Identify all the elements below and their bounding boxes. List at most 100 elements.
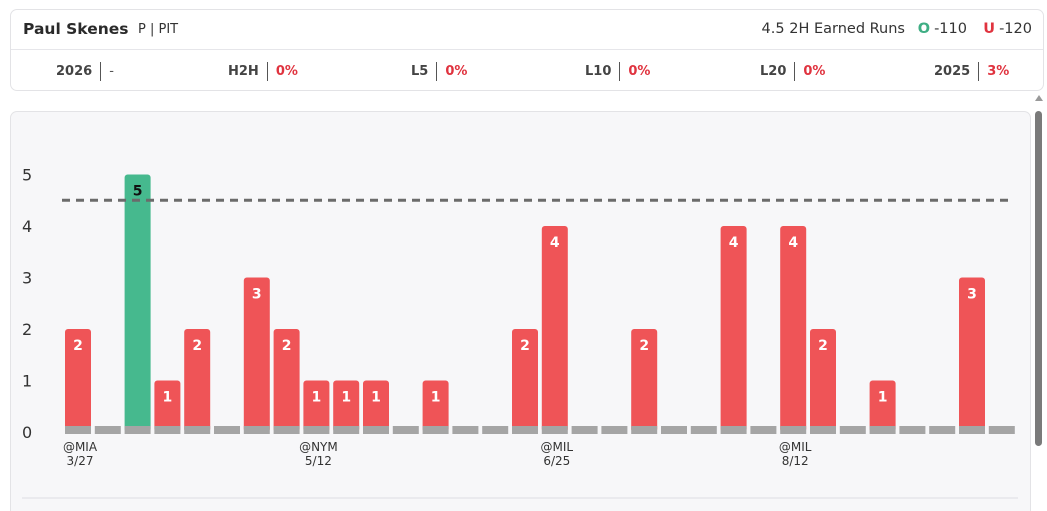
over-odds-button[interactable]: O -110 xyxy=(918,21,967,37)
bar xyxy=(333,380,360,432)
bar xyxy=(631,329,658,432)
bar-baseline xyxy=(154,426,181,434)
stat-l10[interactable]: L10 0% xyxy=(585,62,650,81)
bar-value-label: 2 xyxy=(73,338,83,354)
bar xyxy=(541,226,568,432)
player-position-team: P | PIT xyxy=(138,22,179,37)
bar-baseline xyxy=(959,426,985,434)
player-name[interactable]: Paul Skenes xyxy=(23,20,129,38)
stat-label: 2025 xyxy=(934,64,971,79)
stat-2026[interactable]: 2026 - xyxy=(56,62,114,81)
bar-value-label: 2 xyxy=(282,338,292,354)
bar-baseline xyxy=(690,426,717,434)
bar-baseline xyxy=(780,426,807,434)
bar-baseline xyxy=(94,426,121,434)
bar xyxy=(273,329,300,432)
stat-label: L10 xyxy=(585,64,612,79)
x-date-label: 6/25 xyxy=(543,454,570,468)
bar-value-label: 2 xyxy=(639,338,649,354)
stat-label: H2H xyxy=(228,64,259,79)
x-opponent-label: @MIL xyxy=(779,440,812,454)
y-tick-label: 2 xyxy=(22,320,32,339)
scroll-up-icon[interactable] xyxy=(1035,95,1043,101)
bar-baseline xyxy=(422,426,449,434)
bar-baseline xyxy=(661,426,687,434)
x-opponent-label: @MIA xyxy=(63,440,98,454)
bar xyxy=(124,174,151,432)
prop-line: 4.5 2H Earned Runs xyxy=(761,21,905,37)
bar-baseline xyxy=(571,426,598,434)
stat-value: 0% xyxy=(445,64,468,79)
bar-value-label: 2 xyxy=(520,338,530,354)
bar-baseline xyxy=(273,426,300,434)
bar xyxy=(243,277,270,432)
x-date-label: 8/12 xyxy=(782,454,809,468)
chart-card xyxy=(10,111,1031,511)
title-row: Paul Skenes P | PIT 4.5 2H Earned Runs O… xyxy=(11,10,1043,50)
stat-label: 2026 xyxy=(56,64,93,79)
bar-value-label: 5 xyxy=(133,184,143,200)
bar-baseline xyxy=(124,426,151,434)
bar-baseline xyxy=(631,426,658,434)
y-tick-label: 1 xyxy=(22,372,32,391)
bar-baseline xyxy=(452,426,479,434)
bar-baseline xyxy=(333,426,360,434)
bar-baseline xyxy=(482,426,509,434)
bar-value-label: 3 xyxy=(967,287,977,303)
over-odds-value: -110 xyxy=(934,21,967,37)
stat-value: 0% xyxy=(803,64,826,79)
bar-baseline xyxy=(839,426,866,434)
bar xyxy=(363,380,389,432)
bar-baseline xyxy=(303,426,330,434)
y-tick-label: 3 xyxy=(22,269,32,288)
x-opponent-label: @MIL xyxy=(541,440,574,454)
stat-divider xyxy=(436,62,438,81)
bar-value-label: 1 xyxy=(431,390,441,406)
bar-baseline xyxy=(214,426,240,434)
over-icon: O xyxy=(917,21,931,37)
bar xyxy=(780,226,807,432)
bar-baseline xyxy=(392,426,419,434)
bar-baseline xyxy=(988,426,1015,434)
bar-value-label: 1 xyxy=(312,390,322,406)
stat-h2h[interactable]: H2H 0% xyxy=(228,62,298,81)
bar xyxy=(422,380,449,432)
bar-baseline xyxy=(899,426,926,434)
bar-baseline xyxy=(750,426,777,434)
bar xyxy=(154,380,181,432)
bar-baseline xyxy=(243,426,270,434)
bar-baseline xyxy=(512,426,538,434)
prop-header-card: Paul Skenes P | PIT 4.5 2H Earned Runs O… xyxy=(10,9,1044,91)
stat-l5[interactable]: L5 0% xyxy=(411,62,467,81)
bar xyxy=(869,380,896,432)
stat-divider xyxy=(100,62,102,81)
x-opponent-label: @NYM xyxy=(299,440,338,454)
stat-label: L5 xyxy=(411,64,429,79)
bar-value-label: 2 xyxy=(818,338,828,354)
bar xyxy=(720,226,747,432)
bar-baseline xyxy=(184,426,211,434)
bar xyxy=(184,329,211,432)
x-date-label: 5/12 xyxy=(305,454,332,468)
bar-value-label: 1 xyxy=(163,390,173,406)
bar-baseline xyxy=(65,426,91,434)
under-odds-button[interactable]: U -120 xyxy=(983,21,1032,37)
bar-baseline xyxy=(720,426,747,434)
stat-2025[interactable]: 2025 3% xyxy=(934,62,1009,81)
bar xyxy=(303,380,330,432)
stat-value: 0% xyxy=(628,64,651,79)
stat-l20[interactable]: L20 0% xyxy=(760,62,825,81)
stat-divider xyxy=(794,62,796,81)
bar-value-label: 4 xyxy=(788,235,798,251)
y-tick-label: 0 xyxy=(22,423,32,442)
x-date-label: 3/27 xyxy=(67,454,94,468)
scrollbar-thumb[interactable] xyxy=(1035,111,1042,446)
stat-value: 3% xyxy=(987,64,1010,79)
stat-divider xyxy=(619,62,621,81)
bar xyxy=(959,277,985,432)
bar-value-label: 1 xyxy=(341,390,351,406)
stat-value: 0% xyxy=(275,64,298,79)
bar-value-label: 1 xyxy=(878,390,888,406)
bar-value-label: 3 xyxy=(252,287,262,303)
